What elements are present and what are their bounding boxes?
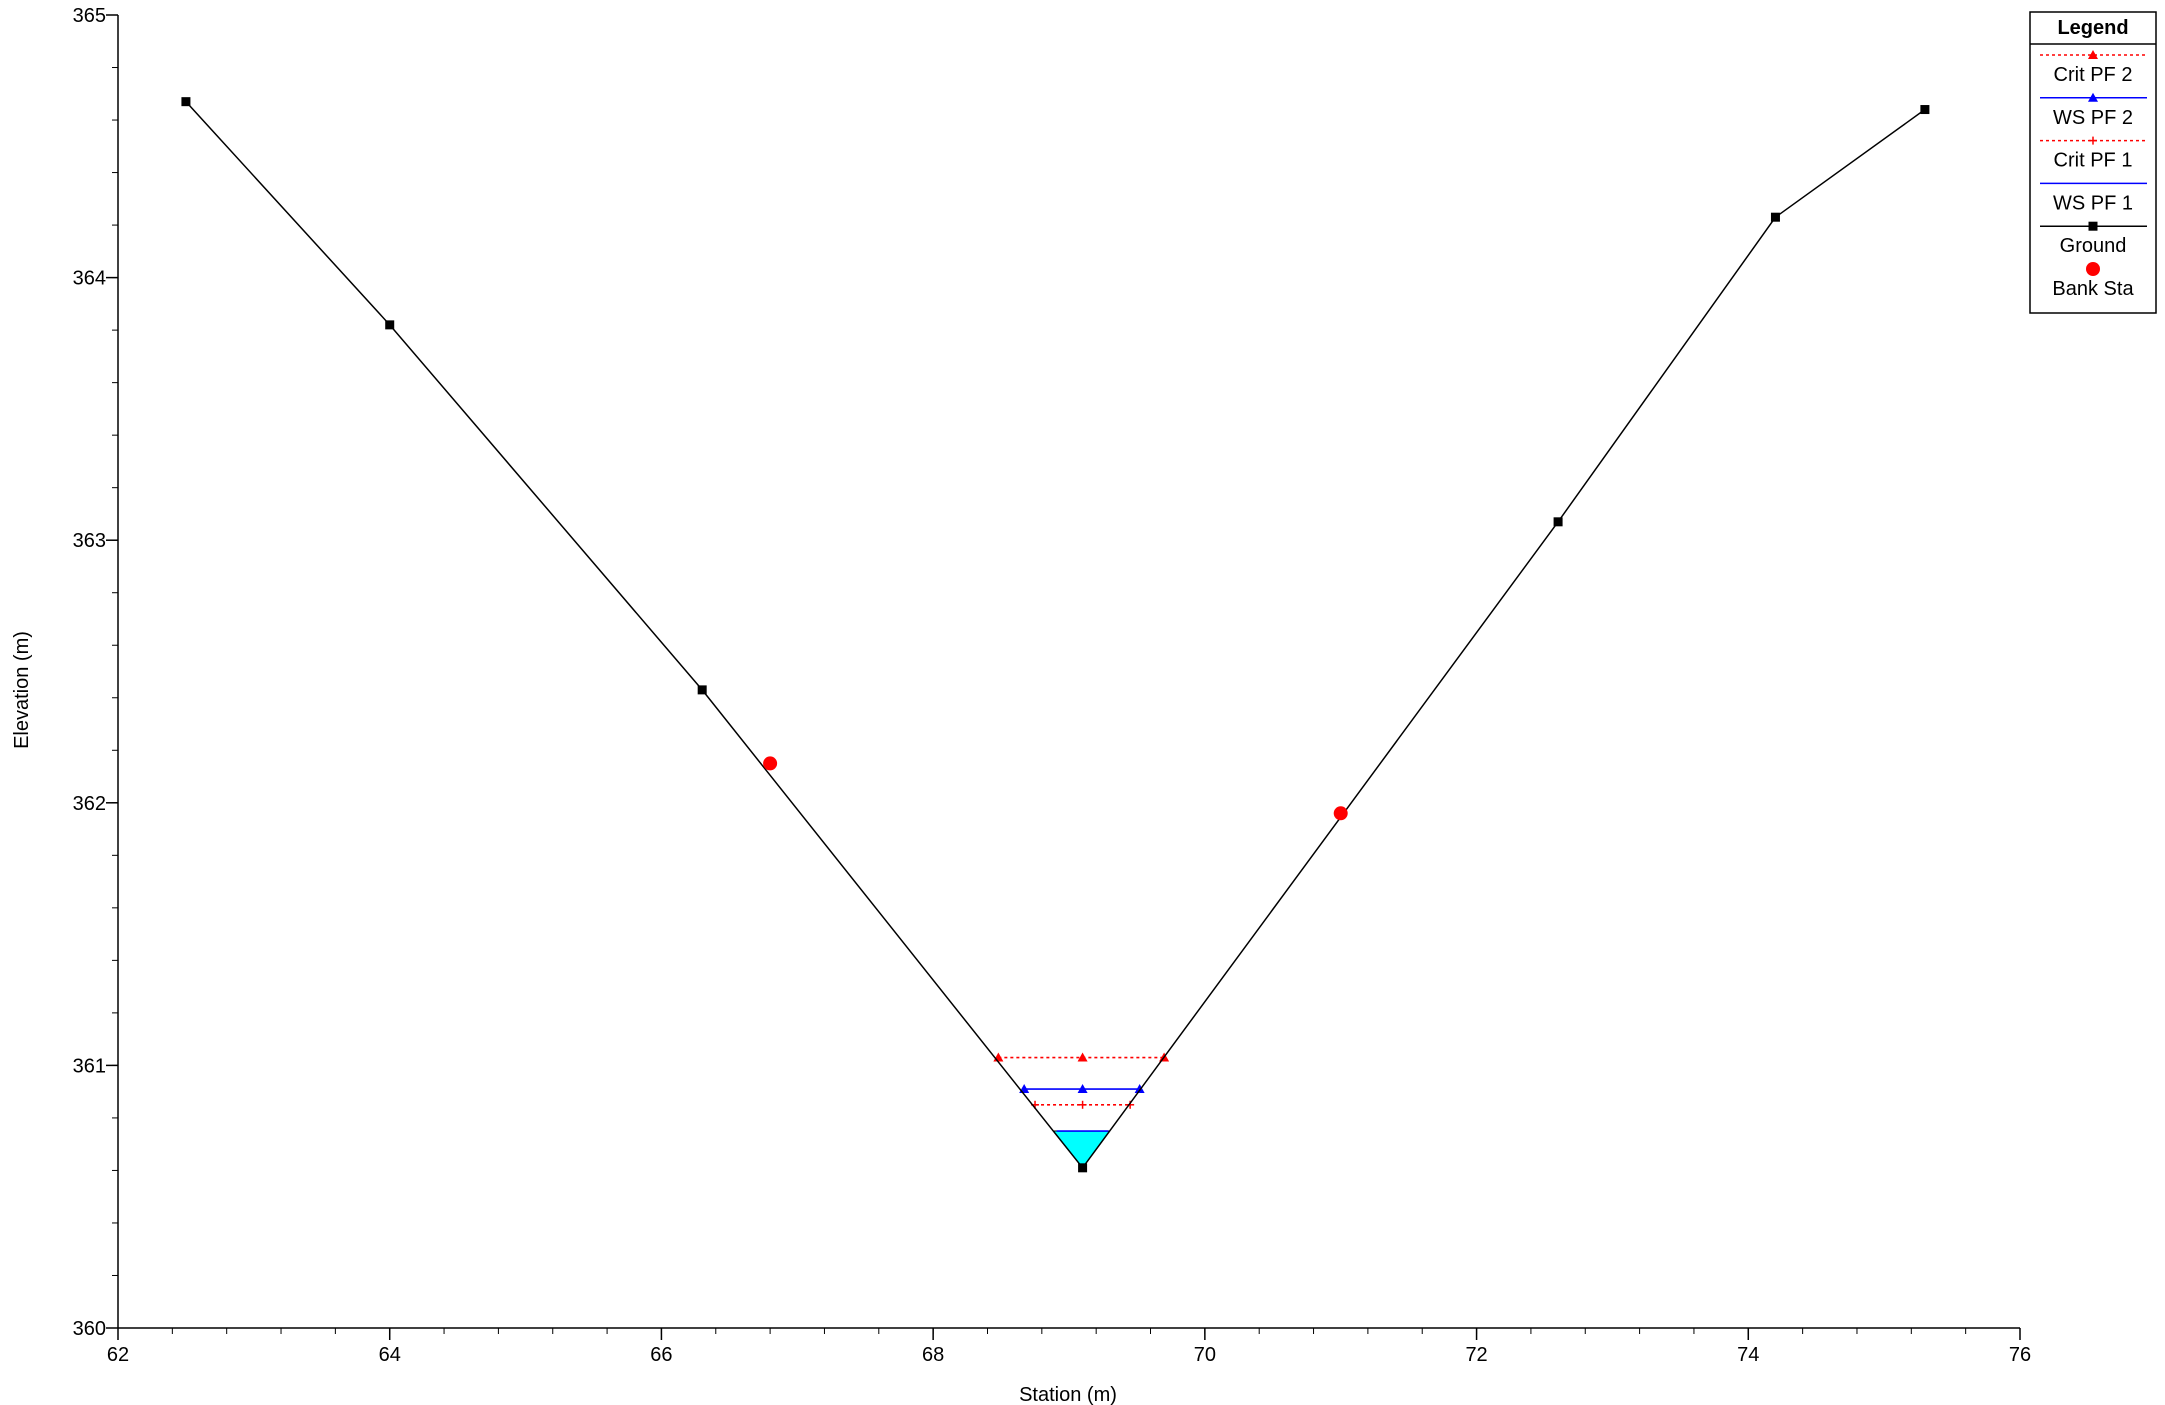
x-tick-label: 76 — [2009, 1344, 2031, 1366]
legend-marker — [2088, 92, 2098, 102]
legend-label: WS PF 2 — [2053, 107, 2133, 129]
ws-marker-1-2 — [1134, 1084, 1145, 1094]
ground-point-0 — [181, 97, 191, 107]
ws-marker-1-1 — [1077, 1084, 1088, 1094]
legend-entry-bank-sta: Bank Sta — [2052, 262, 2134, 300]
bank-station-0 — [763, 756, 778, 771]
x-tick-label: 70 — [1194, 1344, 1216, 1366]
plot-area — [181, 97, 1930, 1173]
ground-point-6 — [1920, 105, 1930, 115]
legend-entry-crit-pf-1: Crit PF 1 — [2040, 136, 2147, 172]
legend-label: Bank Sta — [2052, 278, 2134, 300]
water-surface-ws-pf-2 — [1019, 1084, 1145, 1094]
x-tick-label: 66 — [650, 1344, 672, 1366]
y-tick-label: 364 — [73, 268, 106, 290]
y-tick-label: 362 — [73, 793, 106, 815]
x-tick-label: 68 — [922, 1344, 944, 1366]
ground-point-5 — [1770, 212, 1780, 222]
x-axis-label: Station (m) — [1019, 1384, 1117, 1405]
ground-point-1 — [385, 320, 395, 330]
x-tick-label: 62 — [107, 1344, 129, 1366]
legend-marker — [2088, 221, 2098, 231]
water-surface-crit-pf-1 — [1031, 1100, 1135, 1109]
y-tick-label: 360 — [73, 1318, 106, 1340]
x-tick-label: 74 — [1737, 1344, 1759, 1366]
ground-point-3 — [1078, 1163, 1088, 1173]
y-tick-label: 363 — [73, 530, 106, 552]
legend-marker — [2089, 136, 2097, 145]
water-surface-crit-pf-2 — [993, 1052, 1170, 1062]
ground-point-2 — [697, 685, 707, 695]
bank-station-1 — [1333, 806, 1348, 821]
legend-entry-ws-pf-1: WS PF 1 — [2040, 182, 2147, 214]
y-tick-label: 361 — [73, 1055, 106, 1077]
ground-point-4 — [1553, 517, 1563, 527]
water-fill — [1052, 1130, 1111, 1169]
x-tick-label: 64 — [379, 1344, 401, 1366]
legend: Legend Crit PF 2 WS PF 2 Crit PF 1 WS PF 1 G… — [2029, 11, 2157, 314]
legend-marker — [2086, 262, 2100, 276]
legend-label: Crit PF 2 — [2054, 64, 2133, 86]
legend-entry-ground: Ground — [2040, 221, 2147, 257]
legend-label: Crit PF 1 — [2054, 150, 2133, 172]
legend-entry-ws-pf-2: WS PF 2 — [2040, 92, 2147, 129]
ws-marker-0-1 — [1077, 1052, 1088, 1062]
x-tick-label: 72 — [1465, 1344, 1487, 1366]
ws-marker-2-1 — [1078, 1100, 1087, 1109]
y-axis-label: Elevation (m) — [11, 631, 33, 749]
legend-label: Ground — [2060, 235, 2127, 257]
legend-title: Legend — [2057, 17, 2128, 39]
legend-label: WS PF 1 — [2053, 192, 2133, 214]
ground-line — [185, 101, 1926, 1170]
axes: 62 64 66 68 70 72 74 76 360 361 362 363 364 365 — [73, 5, 2032, 1366]
legend-entry-crit-pf-2: Crit PF 2 — [2040, 50, 2147, 86]
legend-marker — [2088, 50, 2098, 59]
y-tick-label: 365 — [73, 5, 106, 27]
